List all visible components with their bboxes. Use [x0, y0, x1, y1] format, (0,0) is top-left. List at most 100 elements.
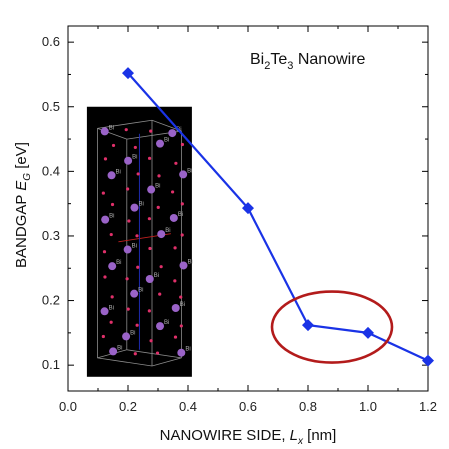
inset-atom-label: Bi [180, 302, 185, 308]
data-point-marker [242, 202, 254, 215]
inset-te-atom [180, 233, 184, 237]
inset-bi-atom [147, 185, 156, 194]
inset-te-atom [149, 129, 153, 133]
inset-te-atom [173, 335, 178, 339]
inset-atom-label: Bi [155, 184, 160, 190]
inset-atom-label: Bi [130, 330, 135, 336]
inset-te-atom [136, 265, 140, 269]
inset-te-atom [173, 279, 177, 283]
inset-atom-label: Bi [178, 212, 183, 218]
inset-te-atom [155, 351, 160, 355]
inset-te-atom [111, 143, 116, 148]
inset-bi-atom [179, 261, 188, 270]
y-tick-label: 0.6 [42, 34, 60, 49]
inset-atom-label: Bi [109, 305, 114, 311]
inset-bi-atom [156, 139, 165, 148]
inset-te-atom [147, 217, 152, 221]
inset-bi-atom [130, 203, 139, 212]
inset-bi-atom [156, 322, 165, 331]
inset-te-atom [170, 190, 175, 194]
inset-bi-atom [169, 213, 178, 222]
inset-te-atom [156, 205, 160, 209]
inset-atom-label: Bi [116, 260, 121, 266]
inset-te-atom [102, 250, 107, 254]
inset-te-atom [180, 142, 185, 147]
inset-bi-atom [157, 230, 166, 239]
inset-te-atom [147, 156, 152, 160]
inset-te-atom [110, 202, 115, 207]
highlight-ellipse [270, 290, 394, 364]
inset-bi-atom [124, 156, 133, 165]
inset-te-atom [133, 145, 137, 150]
crystal-structure-inset: Bi Bi Bi Bi Bi Bi Bi Bi Bi Bi Bi Bi Bi Bi Bi Bi Bi Bi Bi Bi… [86, 106, 193, 377]
data-point-marker [302, 319, 314, 332]
data-point-marker [422, 354, 434, 367]
inset-atom-label: Bi [154, 273, 159, 279]
inset-atom-label: Bi [187, 259, 192, 265]
inset-te-atom [101, 191, 105, 195]
inset-te-atom [124, 128, 128, 132]
inset-atom-label: Bi [117, 345, 122, 351]
inset-te-atom [174, 161, 178, 165]
inset-bi-atom [177, 348, 186, 357]
data-point-marker [122, 67, 134, 80]
inset-te-atom [126, 307, 130, 311]
highlight-annotation [270, 290, 394, 364]
inset-atom-label: Bi [138, 288, 143, 294]
x-tick-label: 1.2 [419, 399, 437, 414]
inset-atom-label: Bi [165, 228, 170, 234]
y-axis-ticks: 0.1 0.2 0.3 0.4 0.5 0.6 [42, 34, 428, 372]
inset-te-atom [179, 324, 183, 328]
y-tick-label: 0.5 [42, 99, 60, 114]
inset-te-atom [135, 323, 139, 327]
inset-frame-edge [97, 119, 153, 129]
inset-te-atom [103, 157, 108, 161]
inset-atom-label: Bi [132, 155, 137, 161]
inset-te-atom [109, 232, 113, 237]
chart-title: Bi2Te3 Nanowire [250, 51, 366, 72]
y-tick-label: 0.2 [42, 293, 60, 308]
inset-atom-label: Bi [116, 169, 121, 175]
inset-bi-atom [100, 127, 109, 136]
inset-te-atom [157, 174, 161, 178]
data-point-marker [362, 326, 374, 339]
inset-bi-atom [145, 275, 154, 283]
x-tick-label: 0.6 [239, 399, 257, 414]
y-axis-title: BANDGAP EG [eV] [13, 142, 33, 268]
x-tick-label: 0.2 [119, 399, 137, 414]
inset-bi-atom [130, 289, 139, 298]
inset-bi-atom [109, 347, 118, 356]
x-axis-title: NANOWIRE SIDE, Lx [nm] [160, 427, 337, 447]
inset-te-atom [103, 275, 107, 279]
inset-frame-edge [126, 349, 182, 359]
inset-bi-atom [122, 332, 131, 341]
inset-te-atom [125, 277, 129, 281]
inset-te-atom [127, 219, 131, 223]
inset-bi-atom [107, 171, 116, 180]
inset-bi-atom [101, 215, 110, 224]
inset-te-atom [135, 234, 139, 238]
inset-te-atom [133, 352, 137, 356]
inset-frame-edge [97, 357, 153, 367]
inset-te-atom [180, 202, 184, 206]
inset-bi-atom [171, 304, 180, 313]
inset-bi-atom [123, 245, 132, 254]
y-tick-label: 0.4 [42, 163, 60, 178]
inset-te-atom [110, 295, 114, 299]
x-tick-label: 0.0 [59, 399, 77, 414]
inset-te-atom [149, 339, 153, 343]
inset-frame-edge [151, 357, 182, 367]
inset-te-atom [173, 246, 177, 250]
inset-atom-label: Bi [138, 202, 143, 208]
inset-bi-atom [100, 307, 109, 316]
inset-te-atom [147, 309, 151, 313]
x-tick-label: 0.8 [299, 399, 317, 414]
x-axis-ticks: 0.0 0.2 0.4 0.6 0.8 1.0 1.2 [59, 26, 437, 414]
inset-te-atom [101, 334, 105, 339]
inset-bi-atom [179, 170, 188, 179]
inset-te-atom [179, 295, 183, 299]
y-tick-label: 0.3 [42, 228, 60, 243]
inset-atom-label: Bi [187, 168, 192, 174]
inset-te-atom [136, 172, 140, 176]
